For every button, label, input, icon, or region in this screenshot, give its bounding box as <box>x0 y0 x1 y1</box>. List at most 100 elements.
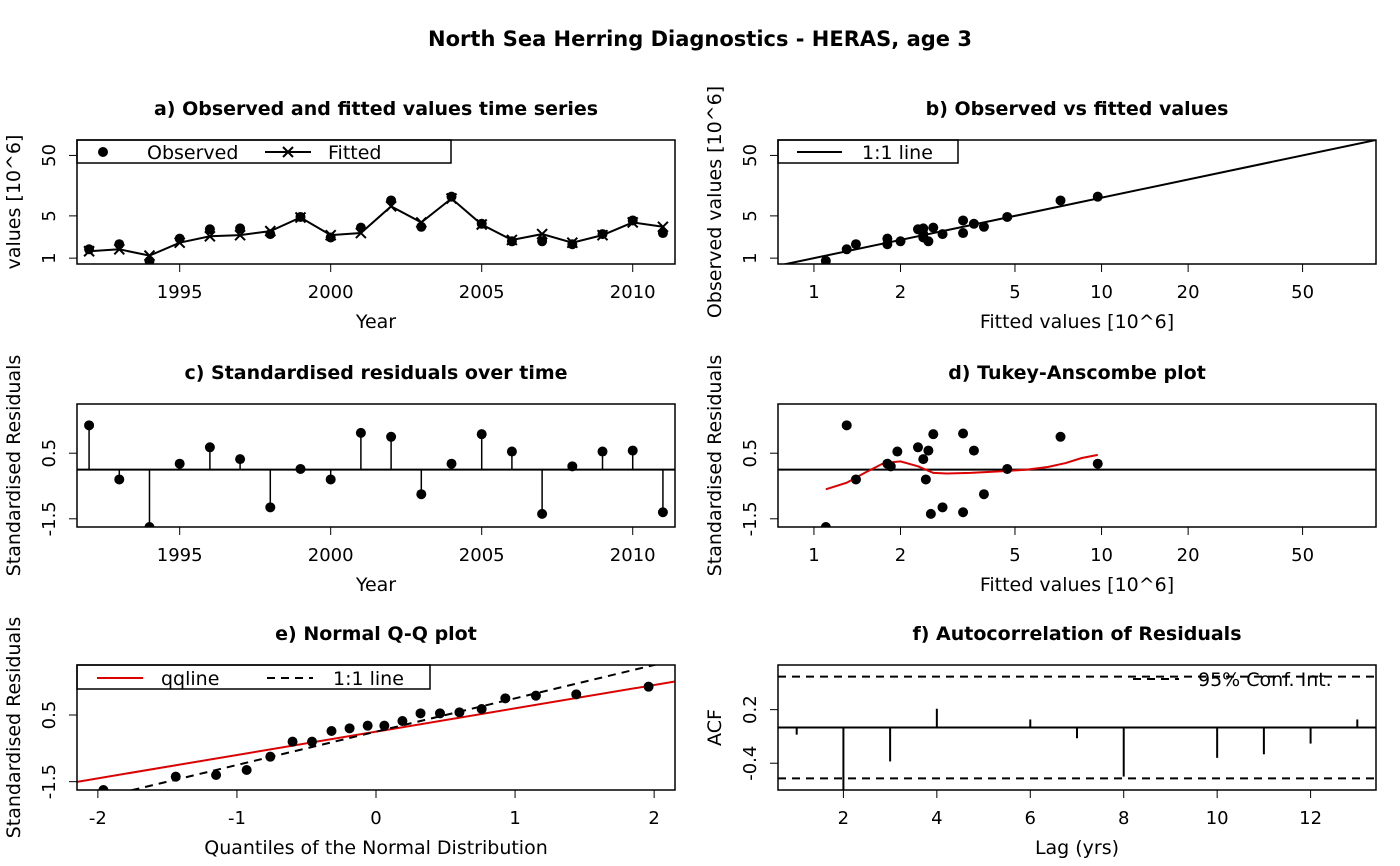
legend-observed-label: Observed <box>147 142 238 164</box>
observed-point <box>446 191 457 202</box>
scatter-point <box>968 445 979 456</box>
panel-f: f) Autocorrelation of Residuals Lag (yrs)… <box>704 623 1377 859</box>
panel-b-ytick-label: 1 <box>740 252 761 263</box>
qq-point <box>415 708 426 719</box>
panel-f-xtick-label: 10 <box>1206 808 1229 829</box>
panel-f-xlabel: Lag (yrs) <box>1035 837 1119 859</box>
panel-d-title: d) Tukey-Anscombe plot <box>948 362 1206 384</box>
scatter-point <box>928 222 939 233</box>
legend-observed-marker <box>98 147 108 157</box>
observed-point <box>355 222 366 233</box>
panel-e-plot-area <box>77 665 675 790</box>
panel-e: e) Normal Q-Q plot Quantiles of the Norma… <box>3 617 676 859</box>
observed-point <box>144 255 155 264</box>
residual-point <box>114 474 125 485</box>
scatter-point <box>958 507 969 518</box>
panel-d-ylabel: Standardised Residuals <box>704 355 726 577</box>
panel-b-xlabel: Fitted values [10^6] <box>980 311 1174 333</box>
panel-c: c) Standardised residuals over time Year S… <box>3 355 676 596</box>
residual-point <box>416 489 427 500</box>
qq-point <box>500 693 511 704</box>
scatter-point <box>1002 211 1013 222</box>
panel-e-ylabel: Standardised Residuals <box>3 617 25 839</box>
qq-point <box>571 689 582 700</box>
figure-title: North Sea Herring Diagnostics - HERAS, a… <box>428 27 972 51</box>
residual-point <box>235 454 246 465</box>
qq-point <box>530 690 541 701</box>
panel-e-xtick-label: -1 <box>228 808 246 829</box>
panel-f-xtick-label: 12 <box>1299 808 1322 829</box>
panel-a-plot-area <box>83 191 669 264</box>
panel-b-frame <box>777 139 1377 265</box>
scatter-point <box>923 236 934 247</box>
scatter-point <box>925 508 936 519</box>
panel-b-xtick-label: 20 <box>1177 282 1200 303</box>
panel-e-ytick-label: 0.5 <box>39 701 60 730</box>
residual-point <box>295 463 306 474</box>
panel-b-ytick-label: 50 <box>740 144 761 167</box>
panel-f-xtick-label: 8 <box>1118 808 1129 829</box>
scatter-point <box>978 221 989 232</box>
scatter-point <box>937 229 948 240</box>
panel-c-xtick-label: 1995 <box>157 545 203 566</box>
panel-a-frame <box>76 139 676 265</box>
panel-a-ytick-label: 1 <box>39 252 60 263</box>
panel-d-xtick-label: 5 <box>1009 545 1020 566</box>
panel-f-plot-area <box>778 675 1376 790</box>
observed-point <box>567 239 578 250</box>
residual-point <box>537 508 548 519</box>
observed-point <box>295 211 306 222</box>
panel-e-title: e) Normal Q-Q plot <box>275 623 477 645</box>
panel-f-xtick-label: 4 <box>931 808 942 829</box>
panel-d-xtick-label: 2 <box>895 545 906 566</box>
panel-d-xlabel: Fitted values [10^6] <box>980 574 1174 596</box>
qq-point <box>170 771 181 782</box>
panel-b-plot-area <box>781 140 1376 264</box>
scatter-point <box>958 228 969 239</box>
qq-point <box>211 770 222 780</box>
qq-point <box>643 681 654 692</box>
scatter-point <box>937 502 948 513</box>
qq-point <box>379 720 390 731</box>
panel-b-xtick-label: 50 <box>1291 282 1314 303</box>
qq-point <box>476 704 487 714</box>
scatter-point <box>912 442 923 453</box>
panel-a-ytick-label: 5 <box>39 210 60 221</box>
panel-e-frame <box>76 664 676 791</box>
panel-d-xtick-label: 10 <box>1090 545 1113 566</box>
panel-b: b) Observed vs fitted values Fitted value… <box>704 86 1377 333</box>
residual-point <box>386 431 397 442</box>
observed-point <box>506 236 517 247</box>
observed-point <box>416 221 427 232</box>
scatter-point <box>920 474 931 485</box>
legend-box <box>76 139 452 164</box>
residual-point <box>325 474 336 485</box>
panel-d-ytick-label: -1.5 <box>740 501 761 536</box>
residual-point <box>627 445 638 456</box>
panel-e-xtick-label: 0 <box>370 808 381 829</box>
scatter-point <box>923 445 934 456</box>
observed-point <box>386 195 397 206</box>
panel-b-title: b) Observed vs fitted values <box>926 98 1229 120</box>
qq-point <box>362 720 373 731</box>
panel-f-frame <box>777 664 1377 791</box>
panel-f-xtick-label: 6 <box>1025 808 1036 829</box>
panel-e-xtick-label: 2 <box>648 808 659 829</box>
scatter-point <box>820 255 831 264</box>
scatter-point <box>958 428 969 439</box>
residual-point <box>446 458 457 469</box>
panel-b-xtick-label: 10 <box>1090 282 1113 303</box>
observed-point <box>114 239 125 250</box>
scatter-point <box>918 229 929 240</box>
panel-a-title: a) Observed and fitted values time serie… <box>154 98 598 120</box>
panel-c-ytick-label: 0.5 <box>39 439 60 468</box>
scatter-point <box>968 218 979 229</box>
legend-conf-int-label: 95% Conf. Int. <box>1198 669 1332 691</box>
observed-point <box>174 233 185 244</box>
residual-point <box>84 420 95 431</box>
panel-e-xtick-label: -2 <box>89 808 107 829</box>
panel-d-plot-area <box>778 420 1376 527</box>
panel-d: d) Tukey-Anscombe plot Fitted values [10^… <box>704 355 1377 596</box>
residual-point <box>174 458 185 469</box>
qq-point <box>397 716 408 726</box>
